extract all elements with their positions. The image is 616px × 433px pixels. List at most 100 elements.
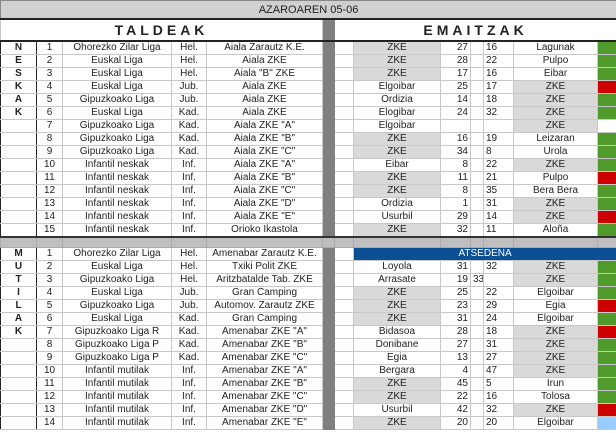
- away-team[interactable]: Elgoibar: [513, 312, 598, 326]
- home-score[interactable]: 24: [440, 106, 471, 120]
- home-team[interactable]: Usurbil: [353, 403, 441, 417]
- blank-cell[interactable]: [334, 210, 354, 224]
- extra-score[interactable]: [470, 158, 484, 172]
- blank-cell[interactable]: [334, 184, 354, 198]
- away-score[interactable]: [483, 273, 514, 287]
- away-team[interactable]: Lagunak: [513, 40, 598, 55]
- home-score[interactable]: 23: [440, 299, 471, 313]
- blank-cell[interactable]: [334, 260, 354, 274]
- extra-score[interactable]: [470, 299, 484, 313]
- home-team[interactable]: ZKE: [353, 286, 441, 300]
- away-team[interactable]: Elgoibar: [513, 416, 598, 430]
- home-team[interactable]: ZKE: [353, 54, 441, 68]
- away-team[interactable]: ZKE: [513, 403, 598, 417]
- home-score[interactable]: 29: [440, 210, 471, 224]
- away-score[interactable]: 5: [483, 377, 514, 391]
- blank-cell[interactable]: [334, 364, 354, 378]
- away-team[interactable]: ZKE: [513, 260, 598, 274]
- blank-cell[interactable]: [334, 93, 354, 107]
- away-team[interactable]: Aloña: [513, 223, 598, 238]
- blank-cell[interactable]: [334, 377, 354, 391]
- extra-score[interactable]: [470, 351, 484, 365]
- away-score[interactable]: 21: [483, 171, 514, 185]
- home-score[interactable]: 17: [440, 67, 471, 81]
- away-team[interactable]: ZKE: [513, 197, 598, 211]
- away-score[interactable]: 29: [483, 299, 514, 313]
- home-team[interactable]: Bergara: [353, 364, 441, 378]
- away-team[interactable]: ZKE: [513, 80, 598, 94]
- extra-score[interactable]: [470, 132, 484, 146]
- extra-score[interactable]: [470, 312, 484, 326]
- extra-score[interactable]: [470, 390, 484, 404]
- away-team[interactable]: Leizaran: [513, 132, 598, 146]
- away-score[interactable]: 20: [483, 416, 514, 430]
- home-score[interactable]: 16: [440, 132, 471, 146]
- home-score[interactable]: 34: [440, 145, 471, 159]
- blank-cell[interactable]: [334, 286, 354, 300]
- home-team[interactable]: Bidasoa: [353, 325, 441, 339]
- away-score[interactable]: 31: [483, 197, 514, 211]
- extra-score[interactable]: [470, 197, 484, 211]
- away-team[interactable]: ZKE: [513, 273, 598, 287]
- home-team[interactable]: ZKE: [353, 40, 441, 55]
- blank-cell[interactable]: [334, 247, 354, 261]
- home-team[interactable]: ZKE: [353, 299, 441, 313]
- away-team[interactable]: ZKE: [513, 119, 598, 133]
- away-team[interactable]: Irun: [513, 377, 598, 391]
- extra-score[interactable]: [470, 106, 484, 120]
- home-team[interactable]: Arrasate: [353, 273, 441, 287]
- blank-cell[interactable]: [334, 171, 354, 185]
- away-team[interactable]: ZKE: [513, 338, 598, 352]
- extra-score[interactable]: [470, 67, 484, 81]
- home-score[interactable]: 42: [440, 403, 471, 417]
- away-team[interactable]: Pulpo: [513, 54, 598, 68]
- extra-score[interactable]: [470, 364, 484, 378]
- blank-cell[interactable]: [334, 106, 354, 120]
- home-team[interactable]: Egia: [353, 351, 441, 365]
- home-score[interactable]: 25: [440, 80, 471, 94]
- home-score[interactable]: 45: [440, 377, 471, 391]
- blank-cell[interactable]: [334, 416, 354, 430]
- home-team[interactable]: Elgoibar: [353, 80, 441, 94]
- away-team[interactable]: ZKE: [513, 351, 598, 365]
- home-score[interactable]: 20: [440, 416, 471, 430]
- blank-cell[interactable]: [334, 403, 354, 417]
- extra-score[interactable]: [470, 403, 484, 417]
- home-score[interactable]: [440, 119, 471, 133]
- home-team[interactable]: Elogibar: [353, 106, 441, 120]
- home-team[interactable]: ZKE: [353, 184, 441, 198]
- blank-cell[interactable]: [334, 338, 354, 352]
- away-score[interactable]: 22: [483, 286, 514, 300]
- home-score[interactable]: 28: [440, 325, 471, 339]
- away-team[interactable]: ZKE: [513, 325, 598, 339]
- blank-cell[interactable]: [334, 40, 354, 55]
- home-score[interactable]: 27: [440, 338, 471, 352]
- away-score[interactable]: 18: [483, 93, 514, 107]
- home-score[interactable]: 13: [440, 351, 471, 365]
- away-score[interactable]: 24: [483, 312, 514, 326]
- blank-cell[interactable]: [334, 67, 354, 81]
- home-team[interactable]: ZKE: [353, 171, 441, 185]
- away-team[interactable]: Tolosa: [513, 390, 598, 404]
- extra-score[interactable]: [470, 119, 484, 133]
- away-score[interactable]: 14: [483, 210, 514, 224]
- home-team[interactable]: Ordizia: [353, 93, 441, 107]
- home-score[interactable]: 31: [440, 260, 471, 274]
- away-score[interactable]: 22: [483, 54, 514, 68]
- away-score[interactable]: 16: [483, 390, 514, 404]
- home-team[interactable]: Elgoibar: [353, 119, 441, 133]
- blank-cell[interactable]: [334, 197, 354, 211]
- extra-score[interactable]: [470, 325, 484, 339]
- blank-cell[interactable]: [334, 54, 354, 68]
- away-score[interactable]: 47: [483, 364, 514, 378]
- blank-cell[interactable]: [334, 158, 354, 172]
- away-score[interactable]: 27: [483, 351, 514, 365]
- away-score[interactable]: 11: [483, 223, 514, 238]
- home-team[interactable]: Usurbil: [353, 210, 441, 224]
- home-score[interactable]: 8: [440, 184, 471, 198]
- away-team[interactable]: ZKE: [513, 106, 598, 120]
- home-team[interactable]: ZKE: [353, 145, 441, 159]
- away-team[interactable]: Urola: [513, 145, 598, 159]
- away-score[interactable]: 16: [483, 67, 514, 81]
- home-score[interactable]: 19: [440, 273, 471, 287]
